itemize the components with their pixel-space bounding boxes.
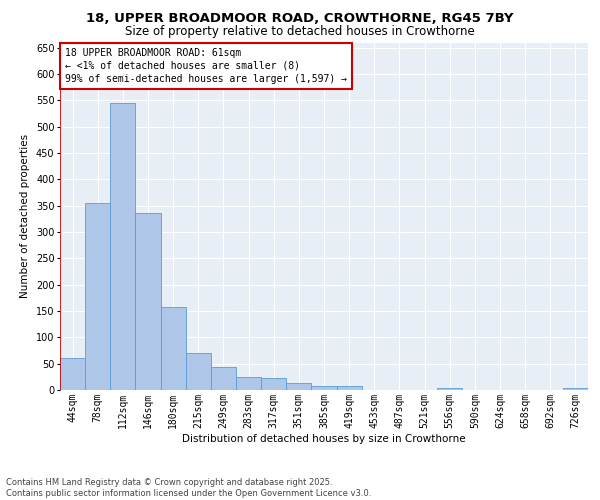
Text: 18 UPPER BROADMOOR ROAD: 61sqm
← <1% of detached houses are smaller (8)
99% of s: 18 UPPER BROADMOOR ROAD: 61sqm ← <1% of … bbox=[65, 48, 347, 84]
Bar bbox=[60, 358, 85, 390]
Bar bbox=[136, 212, 161, 390]
Y-axis label: Number of detached properties: Number of detached properties bbox=[20, 134, 30, 298]
Bar bbox=[311, 386, 337, 390]
X-axis label: Distribution of detached houses by size in Crowthorne: Distribution of detached houses by size … bbox=[182, 434, 466, 444]
Bar bbox=[437, 388, 462, 390]
Bar bbox=[563, 388, 588, 390]
Bar bbox=[236, 377, 261, 390]
Text: Size of property relative to detached houses in Crowthorne: Size of property relative to detached ho… bbox=[125, 25, 475, 38]
Bar bbox=[261, 378, 286, 390]
Bar bbox=[85, 203, 110, 390]
Bar bbox=[286, 382, 311, 390]
Text: 18, UPPER BROADMOOR ROAD, CROWTHORNE, RG45 7BY: 18, UPPER BROADMOOR ROAD, CROWTHORNE, RG… bbox=[86, 12, 514, 26]
Bar bbox=[337, 386, 362, 390]
Bar bbox=[110, 103, 136, 390]
Bar bbox=[211, 368, 236, 390]
Bar bbox=[161, 308, 186, 390]
Bar bbox=[186, 353, 211, 390]
Text: Contains HM Land Registry data © Crown copyright and database right 2025.
Contai: Contains HM Land Registry data © Crown c… bbox=[6, 478, 371, 498]
